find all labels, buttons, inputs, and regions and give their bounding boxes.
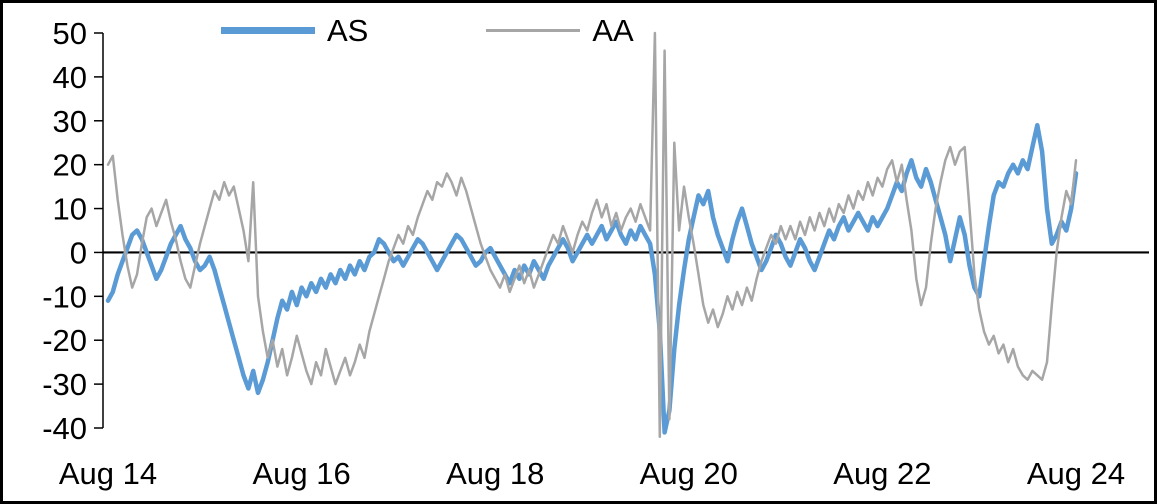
y-tick-label: 30: [53, 104, 87, 139]
x-tick-label: Aug 18: [446, 456, 544, 491]
x-tick-label: Aug 14: [59, 456, 157, 491]
x-tick-label: Aug 16: [252, 456, 350, 491]
x-tick-label: Aug 24: [1027, 456, 1125, 491]
aa-series-line-sample: [486, 29, 581, 32]
y-tick-label: 50: [53, 16, 87, 51]
y-tick-label: -30: [42, 367, 87, 402]
legend-item-aa: AA: [486, 13, 634, 48]
y-tick-label: 40: [53, 60, 87, 95]
y-tick-label: 10: [53, 192, 87, 227]
legend-label-aa: AA: [592, 13, 634, 48]
series-line-as: [105, 122, 1079, 435]
y-tick-label: -40: [42, 411, 87, 446]
plot-area: [105, 31, 1079, 439]
series-line-aa: [106, 31, 1078, 439]
y-tick-label: 0: [70, 235, 87, 270]
y-axis: 50 40 30 20 10 0 -10 -20 -30 -40: [42, 16, 104, 446]
y-tick-label: -20: [42, 323, 87, 358]
legend: AS AA: [221, 15, 634, 46]
x-axis: Aug 14 Aug 16 Aug 18 Aug 20 Aug 22 Aug 24: [59, 456, 1125, 491]
legend-item-as: AS: [221, 15, 368, 46]
legend-label-as: AS: [327, 13, 369, 48]
as-series-line-sample: [221, 27, 315, 34]
x-tick-label: Aug 22: [833, 456, 931, 491]
y-tick-label: 20: [53, 148, 87, 183]
y-tick-label: -10: [42, 279, 87, 314]
x-tick-label: Aug 20: [640, 456, 738, 491]
